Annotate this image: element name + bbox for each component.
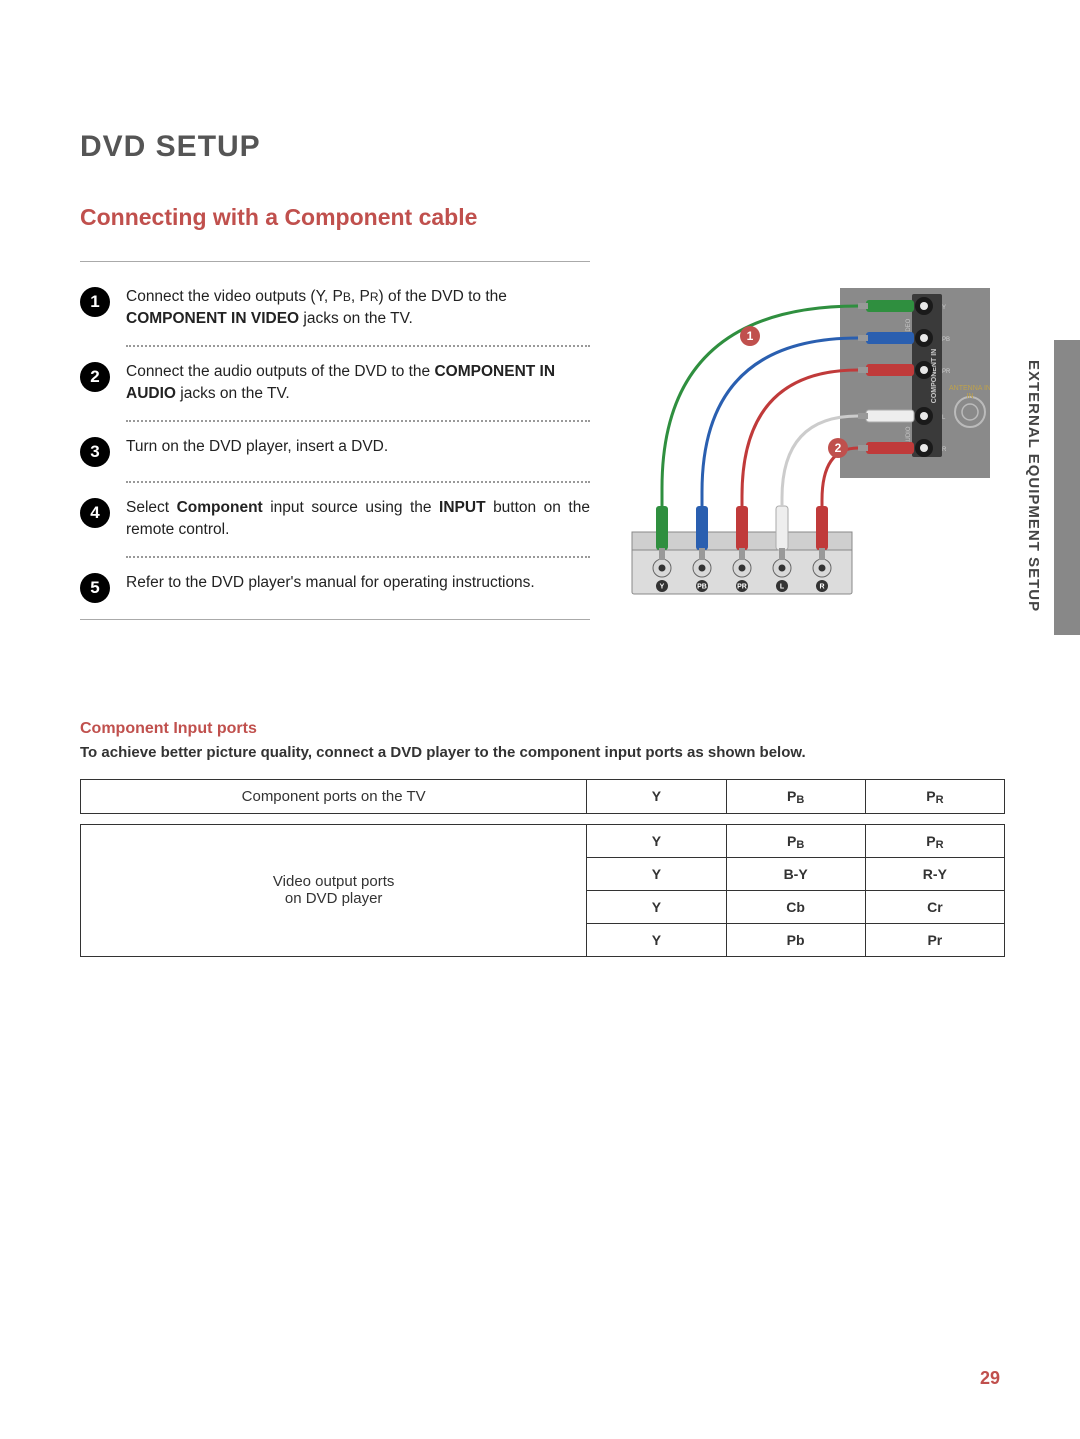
dotted-divider bbox=[126, 556, 590, 558]
step: 1 Connect the video outputs (Y, PB, PR) … bbox=[80, 276, 590, 341]
port-cell: PR bbox=[865, 779, 1004, 813]
step-text: Connect the audio outputs of the DVD to … bbox=[126, 361, 590, 406]
steps-list: 1 Connect the video outputs (Y, PB, PR) … bbox=[80, 276, 590, 613]
component-ports-subtitle: To achieve better picture quality, conne… bbox=[80, 744, 1005, 761]
step: 4 Select Component input source using th… bbox=[80, 487, 590, 552]
page-title: DVD SETUP bbox=[80, 130, 1005, 164]
label-antenna: ANTENNA IN bbox=[949, 385, 990, 392]
side-section-label: EXTERNAL EQUIPMENT SETUP bbox=[1025, 360, 1042, 612]
label-component-in: COMPONENT IN bbox=[931, 349, 938, 403]
step-number-badge: 2 bbox=[80, 362, 110, 392]
divider bbox=[80, 619, 590, 620]
step-number-badge: 3 bbox=[80, 437, 110, 467]
dotted-divider bbox=[126, 481, 590, 483]
page-number: 29 bbox=[980, 1368, 1000, 1389]
port-cell: Pr bbox=[865, 923, 1004, 956]
svg-text:Y: Y bbox=[942, 305, 946, 311]
svg-text:PR: PR bbox=[737, 584, 747, 591]
port-cell: PB bbox=[726, 824, 865, 857]
callout-1: 1 bbox=[747, 329, 754, 343]
step: 3 Turn on the DVD player, insert a DVD. bbox=[80, 426, 590, 477]
port-cell: Y bbox=[587, 890, 726, 923]
svg-text:R: R bbox=[819, 584, 824, 591]
component-ports-section: Component Input ports To achieve better … bbox=[80, 720, 1005, 957]
port-cell: Cb bbox=[726, 890, 865, 923]
step: 5 Refer to the DVD player's manual for o… bbox=[80, 562, 590, 613]
port-cell: B-Y bbox=[726, 857, 865, 890]
step-number-badge: 1 bbox=[80, 287, 110, 317]
side-tab bbox=[1054, 340, 1080, 635]
port-cell: Y bbox=[587, 779, 726, 813]
page-subtitle: Connecting with a Component cable bbox=[80, 204, 1005, 231]
step-text: Turn on the DVD player, insert a DVD. bbox=[126, 436, 388, 467]
svg-text:IN: IN bbox=[967, 393, 974, 400]
dotted-divider bbox=[126, 420, 590, 422]
svg-text:R: R bbox=[942, 447, 947, 453]
table-row-header: Video output portson DVD player bbox=[81, 824, 587, 956]
component-ports-title: Component Input ports bbox=[80, 720, 1005, 738]
table-row-header: Component ports on the TV bbox=[81, 779, 587, 813]
port-cell: PR bbox=[865, 824, 1004, 857]
connection-diagram: COMPONENT IN VIDEO AUDIO Y PB PR L R ANT… bbox=[610, 288, 990, 608]
svg-text:Y: Y bbox=[660, 584, 665, 591]
step: 2 Connect the audio outputs of the DVD t… bbox=[80, 351, 590, 416]
step-number-badge: 4 bbox=[80, 498, 110, 528]
step-number-badge: 5 bbox=[80, 573, 110, 603]
svg-text:PB: PB bbox=[697, 584, 707, 591]
port-cell: Cr bbox=[865, 890, 1004, 923]
callout-2: 2 bbox=[835, 441, 842, 455]
step-text: Refer to the DVD player's manual for ope… bbox=[126, 572, 535, 603]
svg-text:L: L bbox=[780, 584, 785, 591]
port-cell: PB bbox=[726, 779, 865, 813]
dotted-divider bbox=[126, 345, 590, 347]
port-cell: Pb bbox=[726, 923, 865, 956]
divider bbox=[80, 261, 590, 262]
port-cell: Y bbox=[587, 824, 726, 857]
dvd-ports-table: Video output portson DVD player Y PB PR … bbox=[80, 824, 1005, 957]
step-text: Connect the video outputs (Y, PB, PR) of… bbox=[126, 286, 590, 331]
step-text: Select Component input source using the … bbox=[126, 497, 590, 542]
svg-text:PB: PB bbox=[942, 337, 950, 343]
port-cell: R-Y bbox=[865, 857, 1004, 890]
tv-ports-table: Component ports on the TV Y PB PR bbox=[80, 779, 1005, 814]
svg-text:PR: PR bbox=[942, 369, 951, 375]
port-cell: Y bbox=[587, 923, 726, 956]
port-cell: Y bbox=[587, 857, 726, 890]
